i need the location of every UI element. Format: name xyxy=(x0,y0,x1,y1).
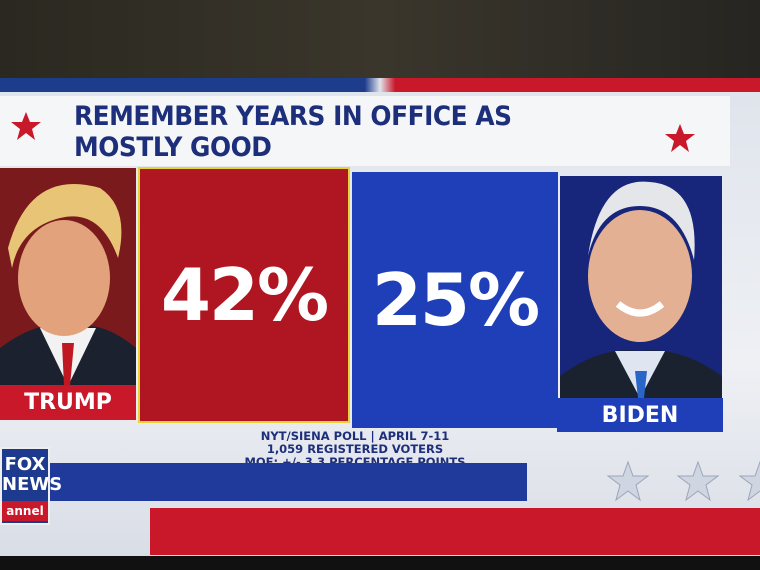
candidate-name: BIDEN xyxy=(557,398,723,432)
banner xyxy=(0,96,730,166)
source-line: NYT/SIENA POLL | APRIL 7-11 xyxy=(260,429,450,443)
bezel xyxy=(0,556,760,570)
top-strip xyxy=(0,78,760,92)
result: 25% xyxy=(352,172,558,428)
trump-photo xyxy=(0,168,136,386)
logo-text: FOX xyxy=(4,454,46,475)
star xyxy=(11,112,41,140)
red-bar xyxy=(150,508,760,555)
star xyxy=(665,124,695,152)
logo: FOX NEWS annel xyxy=(0,447,63,525)
title: REMEMBER YEARS IN OFFICE AS MOSTLY GOOD xyxy=(74,101,512,163)
blue-bar xyxy=(50,463,527,501)
biden-photo xyxy=(560,176,722,398)
result: 42% xyxy=(138,167,350,423)
logo-text: annel xyxy=(2,501,48,521)
candidate-name: TRUMP xyxy=(0,385,136,420)
stars xyxy=(606,460,760,502)
background xyxy=(0,0,760,78)
source-line: 1,059 REGISTERED VOTERS xyxy=(266,442,444,456)
logo-text: NEWS xyxy=(2,474,63,495)
